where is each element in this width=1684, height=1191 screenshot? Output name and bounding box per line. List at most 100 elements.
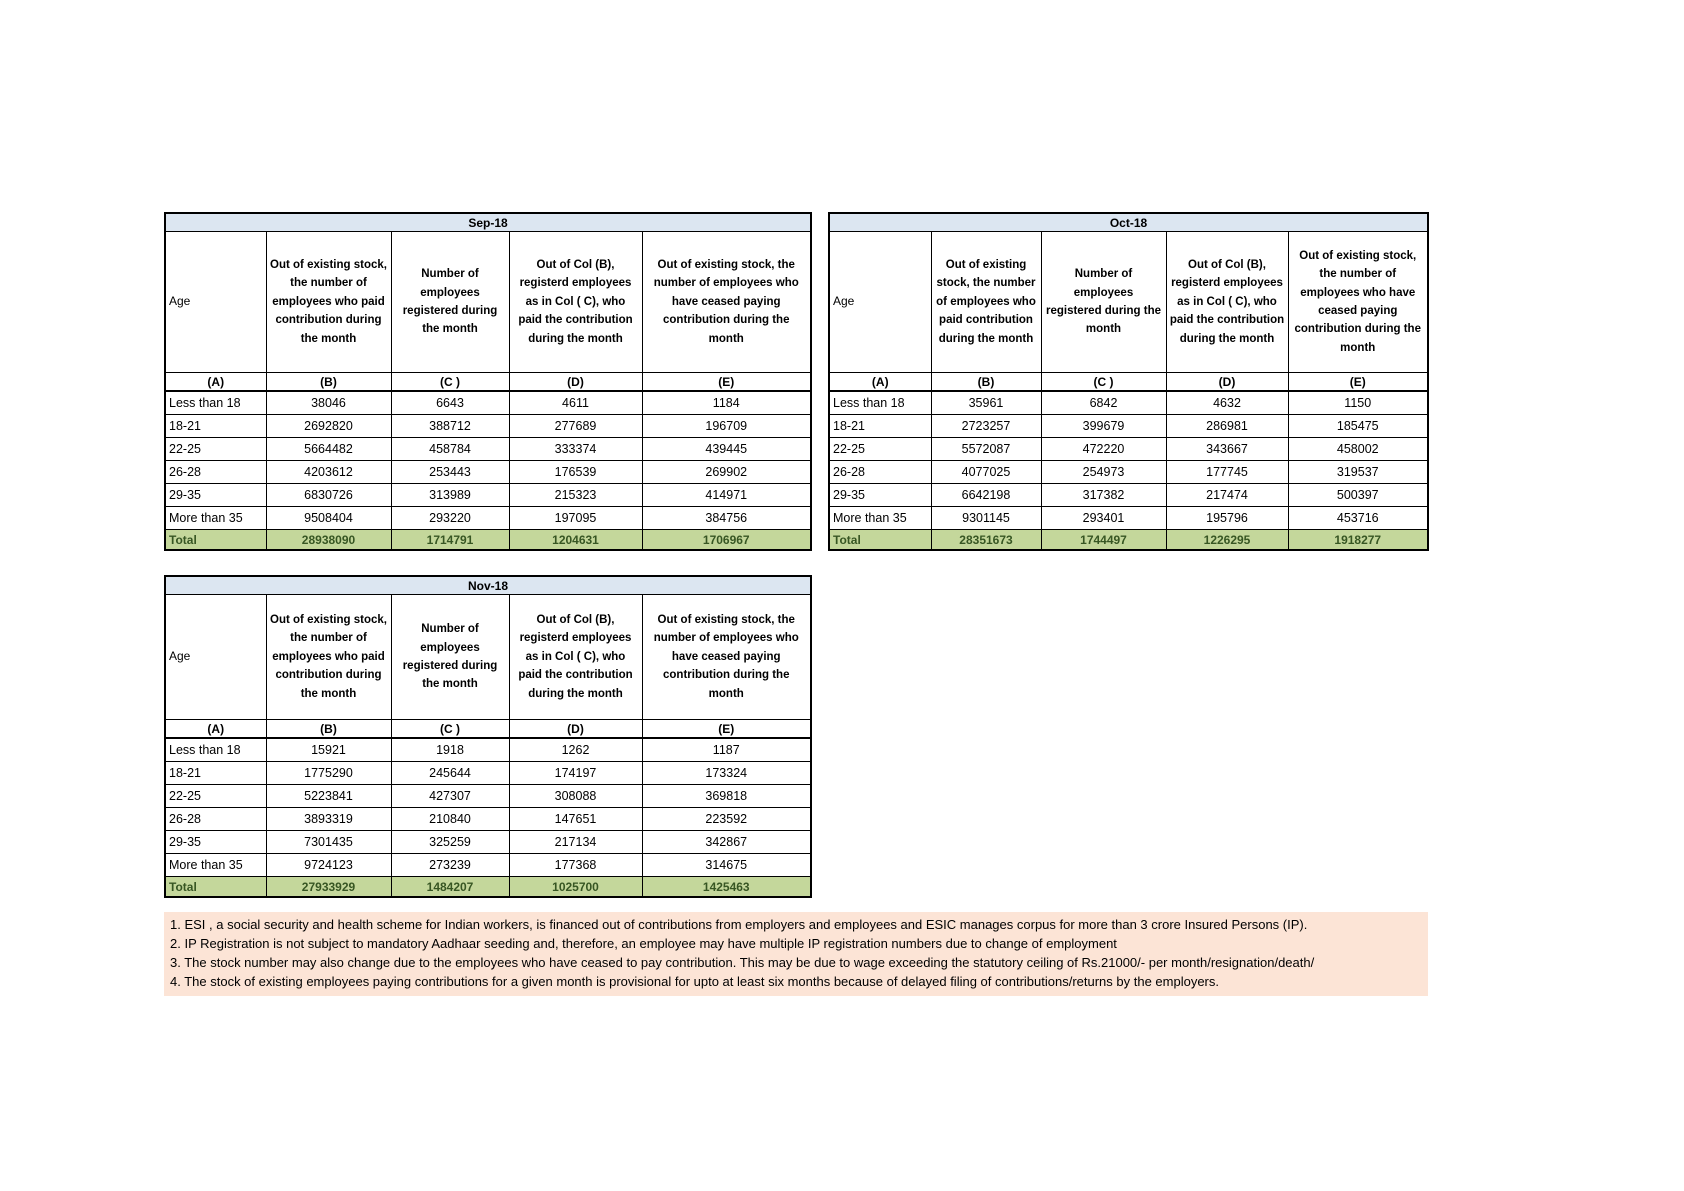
value-cell: 9724123	[265, 853, 392, 877]
table-row: (A) (B) (C ) (D) (E)	[164, 719, 812, 739]
col-header-age: Age	[164, 231, 267, 373]
value-cell: 217474	[1165, 483, 1289, 507]
value-cell: 5572087	[930, 437, 1042, 461]
total-label: Total	[164, 876, 267, 898]
value-cell: 245644	[390, 761, 510, 785]
table-row: 26-28 3893319 210840 147651 223592	[164, 807, 812, 831]
table-row: 22-25 5664482 458784 333374 439445	[164, 437, 812, 461]
table-nov-18: Nov-18 Age Out of existing stock, the nu…	[164, 575, 812, 898]
value-cell: 15921	[265, 737, 392, 762]
value-cell: 273239	[390, 853, 510, 877]
value-cell: 195796	[1165, 506, 1289, 530]
value-cell: 4611	[508, 390, 643, 415]
col-letter-b: (B)	[930, 372, 1042, 392]
total-label: Total	[828, 529, 932, 551]
age-cell: 29-35	[164, 483, 267, 507]
footnote-1: 1. ESI , a social security and health sc…	[170, 917, 1308, 932]
age-cell: 22-25	[164, 784, 267, 808]
value-cell: 177368	[508, 853, 643, 877]
table-row: More than 35 9301145 293401 195796 453716	[828, 506, 1429, 530]
col-header-paid-contribution: Out of existing stock, the number of emp…	[265, 594, 392, 720]
table-row: 26-28 4077025 254973 177745 319537	[828, 460, 1429, 484]
table-row: Age Out of existing stock, the number of…	[164, 231, 812, 373]
value-cell: 1150	[1287, 390, 1429, 415]
col-letter-b: (B)	[265, 372, 392, 392]
value-cell: 38046	[265, 390, 392, 415]
value-cell: 6642198	[930, 483, 1042, 507]
value-cell: 277689	[508, 414, 643, 438]
value-cell: 177745	[1165, 460, 1289, 484]
total-row: Total 28351673 1744497 1226295 1918277	[828, 529, 1429, 551]
table-row: 18-21 2723257 399679 286981 185475	[828, 414, 1429, 438]
value-cell: 5664482	[265, 437, 392, 461]
value-cell: 210840	[390, 807, 510, 831]
col-header-ceased-paying: Out of existing stock, the number of emp…	[1287, 231, 1429, 373]
total-value: 1484207	[390, 876, 510, 898]
value-cell: 472220	[1040, 437, 1167, 461]
value-cell: 286981	[1165, 414, 1289, 438]
value-cell: 185475	[1287, 414, 1429, 438]
age-cell: 29-35	[164, 830, 267, 854]
value-cell: 176539	[508, 460, 643, 484]
value-cell: 174197	[508, 761, 643, 785]
table-row: Oct-18	[828, 212, 1429, 232]
value-cell: 414971	[641, 483, 812, 507]
age-cell: 22-25	[164, 437, 267, 461]
age-cell: Less than 18	[164, 737, 267, 762]
value-cell: 500397	[1287, 483, 1429, 507]
age-cell: 26-28	[164, 807, 267, 831]
value-cell: 223592	[641, 807, 812, 831]
total-value: 1744497	[1040, 529, 1167, 551]
value-cell: 4077025	[930, 460, 1042, 484]
col-header-registered: Number of employees registered during th…	[390, 231, 510, 373]
total-value: 27933929	[265, 876, 392, 898]
table-row: Less than 18 15921 1918 1262 1187	[164, 737, 812, 762]
value-cell: 2692820	[265, 414, 392, 438]
value-cell: 6830726	[265, 483, 392, 507]
col-header-registered-paid: Out of Col (B), registerd employees as i…	[508, 231, 643, 373]
value-cell: 197095	[508, 506, 643, 530]
total-value: 28351673	[930, 529, 1042, 551]
value-cell: 1187	[641, 737, 812, 762]
col-header-registered: Number of employees registered during th…	[390, 594, 510, 720]
value-cell: 35961	[930, 390, 1042, 415]
value-cell: 399679	[1040, 414, 1167, 438]
table-row: (A) (B) (C ) (D) (E)	[828, 372, 1429, 392]
col-letter-d: (D)	[508, 372, 643, 392]
value-cell: 458002	[1287, 437, 1429, 461]
col-header-registered-paid: Out of Col (B), registerd employees as i…	[1165, 231, 1289, 373]
total-value: 1025700	[508, 876, 643, 898]
month-title: Nov-18	[164, 575, 812, 595]
value-cell: 6643	[390, 390, 510, 415]
value-cell: 4203612	[265, 460, 392, 484]
value-cell: 458784	[390, 437, 510, 461]
table-row: (A) (B) (C ) (D) (E)	[164, 372, 812, 392]
value-cell: 388712	[390, 414, 510, 438]
col-header-paid-contribution: Out of existing stock, the number of emp…	[265, 231, 392, 373]
age-cell: 18-21	[164, 414, 267, 438]
table-row: More than 35 9724123 273239 177368 314675	[164, 853, 812, 877]
col-letter-a: (A)	[164, 372, 267, 392]
value-cell: 439445	[641, 437, 812, 461]
table-row: Nov-18	[164, 575, 812, 595]
col-header-age: Age	[164, 594, 267, 720]
col-letter-a: (A)	[164, 719, 267, 739]
table-row: Age Out of existing stock, the number of…	[828, 231, 1429, 373]
footnote-2: 2. IP Registration is not subject to man…	[170, 936, 1117, 951]
value-cell: 308088	[508, 784, 643, 808]
value-cell: 196709	[641, 414, 812, 438]
footnotes-block: 1. ESI , a social security and health sc…	[164, 912, 1428, 996]
col-letter-d: (D)	[1165, 372, 1289, 392]
value-cell: 342867	[641, 830, 812, 854]
value-cell: 325259	[390, 830, 510, 854]
total-row: Total 28938090 1714791 1204631 1706967	[164, 529, 812, 551]
age-cell: 29-35	[828, 483, 932, 507]
age-cell: 18-21	[164, 761, 267, 785]
value-cell: 343667	[1165, 437, 1289, 461]
table-row: 22-25 5223841 427307 308088 369818	[164, 784, 812, 808]
table-sep-18: Sep-18 Age Out of existing stock, the nu…	[164, 212, 812, 551]
value-cell: 3893319	[265, 807, 392, 831]
table-row: Age Out of existing stock, the number of…	[164, 594, 812, 720]
value-cell: 333374	[508, 437, 643, 461]
value-cell: 217134	[508, 830, 643, 854]
